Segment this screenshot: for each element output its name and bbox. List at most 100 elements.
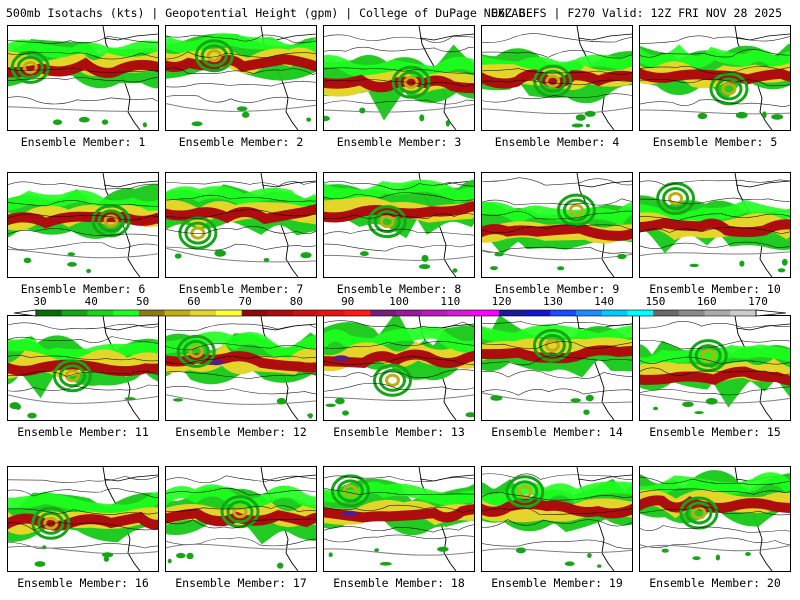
isotach-50-60kt bbox=[482, 481, 632, 507]
height-contour bbox=[166, 194, 316, 202]
height-contour-gray bbox=[640, 544, 790, 552]
colorbar-segment bbox=[164, 310, 191, 316]
height-contour bbox=[324, 46, 474, 53]
isotach-blob bbox=[27, 412, 37, 419]
ensemble-member-panel bbox=[7, 466, 159, 572]
colorbar-segment bbox=[576, 310, 603, 316]
ensemble-member-label: Ensemble Member: 10 bbox=[649, 282, 781, 296]
height-contour bbox=[482, 49, 632, 59]
colorbar-min-arrow bbox=[13, 309, 37, 317]
isotach-blob bbox=[342, 410, 349, 416]
ensemble-member-label: Ensemble Member: 13 bbox=[333, 425, 465, 439]
height-contour bbox=[324, 524, 474, 533]
isotach-blob bbox=[186, 552, 194, 560]
height-contour bbox=[166, 355, 316, 365]
cutoff-low-ring bbox=[532, 328, 572, 362]
isotach-blob bbox=[263, 258, 270, 262]
ensemble-member-label: Ensemble Member: 12 bbox=[175, 425, 307, 439]
colorbar-segment bbox=[344, 310, 371, 316]
height-contour bbox=[482, 224, 632, 234]
isotach-blob bbox=[86, 268, 91, 274]
isotach-blob bbox=[15, 403, 21, 410]
isotach-blob bbox=[276, 397, 286, 405]
height-contour bbox=[640, 367, 790, 376]
ensemble-member-panel bbox=[7, 25, 159, 131]
isotach-60-70kt bbox=[8, 349, 158, 379]
isotach-blob bbox=[241, 111, 250, 118]
ensemble-member-panel bbox=[165, 315, 317, 421]
height-contour bbox=[324, 99, 474, 105]
height-contour bbox=[482, 539, 632, 550]
isotach-colorbar: 30 40 50 60 70 80 90 100 110 120 130 140 150 160 170 bbox=[0, 296, 800, 322]
isotach-blob bbox=[379, 562, 392, 566]
isotach-blob bbox=[494, 252, 504, 257]
isotach-80-100kt bbox=[482, 223, 632, 241]
height-contour bbox=[640, 179, 790, 186]
isotach-110kt-max bbox=[341, 510, 358, 517]
isotach-blob bbox=[705, 398, 718, 405]
cutoff-low-ring bbox=[373, 210, 401, 234]
colorbar-segment bbox=[190, 310, 217, 316]
isotach-80-100kt bbox=[482, 498, 632, 519]
isotach-blob bbox=[300, 252, 312, 259]
colorbar-segment bbox=[421, 310, 448, 316]
jet-stream-map bbox=[640, 26, 790, 130]
height-contour bbox=[8, 354, 158, 362]
colorbar-tick-label: 140 bbox=[594, 295, 615, 308]
isotach-80-100kt bbox=[324, 201, 474, 223]
height-contour bbox=[324, 369, 474, 379]
ensemble-member-label: Ensemble Member: 5 bbox=[652, 135, 778, 149]
height-contour bbox=[324, 243, 474, 252]
cutoff-low-ring bbox=[43, 516, 59, 530]
colorbar-segment bbox=[138, 310, 165, 316]
cutoff-low-ring bbox=[397, 70, 425, 94]
height-contour bbox=[640, 386, 790, 396]
jet-stream-map bbox=[482, 173, 632, 277]
ensemble-member-panel bbox=[639, 25, 791, 131]
cutoff-low-ring bbox=[544, 338, 560, 352]
cutoff-low-ring bbox=[336, 479, 364, 503]
colorbar-segment bbox=[653, 310, 680, 316]
height-contour bbox=[324, 475, 474, 482]
isotach-blob bbox=[421, 254, 429, 262]
map-title-bar: 500mb Isotachs (kts) | Geopotential Heig… bbox=[0, 0, 800, 24]
isotach-blob bbox=[325, 403, 336, 407]
jet-stream-map bbox=[8, 316, 158, 420]
colorbar-tick-label: 130 bbox=[542, 295, 563, 308]
height-contour bbox=[640, 213, 790, 221]
jet-stream-map bbox=[640, 173, 790, 277]
colorbar-tick-label: 30 bbox=[33, 295, 47, 308]
isotach-80-100kt bbox=[640, 218, 790, 238]
height-contour bbox=[166, 95, 316, 103]
cutoff-low-ring bbox=[103, 214, 119, 228]
isotach-110kt-max bbox=[333, 355, 350, 362]
cutoff-low-ring bbox=[545, 74, 561, 88]
height-contour bbox=[482, 198, 632, 206]
cutoff-low-ring bbox=[662, 187, 690, 210]
isotach-blob bbox=[570, 398, 581, 403]
colorbar-segment bbox=[318, 310, 345, 316]
height-contour bbox=[166, 505, 316, 512]
isotach-blob bbox=[490, 266, 498, 271]
height-contour bbox=[324, 67, 474, 75]
height-contour bbox=[166, 371, 316, 379]
isotach-blob bbox=[583, 409, 590, 415]
height-contour-gray bbox=[324, 104, 474, 113]
colorbar-segment bbox=[498, 310, 525, 316]
ensemble-member-label: Ensemble Member: 17 bbox=[175, 576, 307, 590]
height-contour bbox=[640, 197, 790, 205]
height-contour bbox=[324, 34, 474, 43]
colorbar-segment bbox=[87, 310, 114, 316]
jet-stream-map bbox=[324, 467, 474, 571]
isotach-80-100kt bbox=[8, 211, 158, 229]
jet-stream-map bbox=[324, 26, 474, 130]
jet-stream-map bbox=[324, 316, 474, 420]
cutoff-low-ring bbox=[184, 221, 212, 245]
ensemble-member-panel bbox=[481, 466, 633, 572]
colorbar-tick-label: 160 bbox=[696, 295, 717, 308]
isotach-blob bbox=[42, 545, 47, 550]
colorbar-tick-label: 70 bbox=[238, 295, 252, 308]
isotach-blob bbox=[67, 262, 77, 267]
isotach-blob bbox=[359, 107, 366, 114]
ensemble-member-panel bbox=[7, 172, 159, 278]
